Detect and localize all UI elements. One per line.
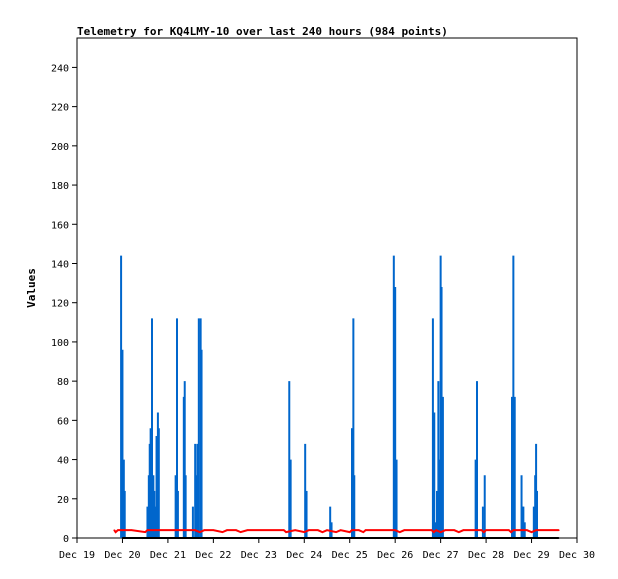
data-point	[246, 529, 249, 531]
data-point	[117, 529, 119, 531]
plot-area	[76, 37, 578, 539]
series-2	[121, 537, 560, 539]
data-point	[435, 529, 437, 531]
x-tick-label: Dec 28	[468, 550, 504, 561]
data-point	[308, 529, 310, 531]
data-point	[198, 531, 201, 533]
data-point	[535, 529, 537, 531]
y-axis-label: Values	[25, 268, 38, 308]
data-point	[235, 529, 237, 531]
data-point	[364, 529, 367, 531]
data-point	[130, 529, 133, 531]
series-layer	[113, 255, 560, 539]
data-point	[339, 529, 342, 531]
data-point	[121, 537, 124, 539]
data-point	[326, 529, 328, 531]
data-point	[558, 529, 560, 531]
data-point	[285, 531, 287, 533]
data-point	[439, 531, 442, 533]
data-point	[510, 531, 512, 533]
data-point	[239, 531, 242, 533]
y-axis: 0 20 40 60 80 100 120 140 160 180 200 220 240	[51, 63, 77, 545]
data-point	[194, 529, 196, 531]
y-tick-label: 100	[51, 338, 69, 349]
data-point	[317, 529, 319, 531]
data-point	[398, 531, 401, 533]
data-point	[321, 531, 324, 533]
data-point	[144, 531, 146, 533]
data-point	[483, 531, 485, 533]
data-point	[508, 529, 510, 531]
data-point	[348, 531, 351, 533]
data-point	[303, 531, 306, 533]
x-axis: Dec 19 Dec 20 Dec 21 Dec 22 Dec 23 Dec 24 Dec …	[59, 538, 595, 561]
x-tick-label: Dec 26	[377, 550, 413, 561]
x-tick-label: Dec 24	[286, 550, 322, 561]
x-tick-label: Dec 22	[195, 550, 231, 561]
data-point	[283, 529, 285, 531]
y-tick-label: 0	[63, 534, 69, 545]
data-point	[294, 529, 296, 531]
x-tick-label: Dec 27	[423, 550, 459, 561]
data-point	[114, 531, 117, 533]
y-tick-label: 60	[57, 416, 69, 427]
data-point	[394, 529, 396, 531]
data-point	[558, 537, 560, 539]
data-point	[530, 531, 533, 533]
y-tick-label: 80	[57, 377, 69, 388]
data-point	[203, 529, 206, 531]
data-point	[146, 529, 149, 531]
y-tick-label: 240	[51, 63, 69, 74]
data-point	[430, 529, 433, 531]
y-tick-label: 180	[51, 181, 69, 192]
data-point	[433, 531, 435, 533]
y-tick-label: 20	[57, 495, 69, 506]
series-0	[120, 255, 538, 538]
data-point	[358, 529, 360, 531]
data-point	[512, 529, 515, 531]
y-tick-label: 40	[57, 456, 69, 467]
x-tick-label: Dec 29	[513, 550, 549, 561]
x-tick-label: Dec 23	[241, 550, 277, 561]
y-tick-label: 120	[51, 299, 69, 310]
data-point	[458, 531, 460, 533]
data-point	[485, 529, 487, 531]
y-tick-label: 200	[51, 142, 69, 153]
data-point	[480, 529, 483, 531]
data-point	[226, 529, 228, 531]
y-tick-label: 140	[51, 259, 69, 270]
data-point	[526, 529, 528, 531]
data-point	[335, 531, 337, 533]
data-point	[403, 529, 406, 531]
data-point	[462, 529, 465, 531]
data-point	[444, 529, 446, 531]
data-point	[113, 529, 116, 531]
x-tick-label: Dec 20	[104, 550, 140, 561]
data-point	[362, 531, 365, 533]
chart-title: Telemetry for KQ4LMY-10 over last 240 ho…	[77, 25, 448, 38]
x-tick-label: Dec 19	[59, 550, 95, 561]
y-tick-label: 220	[51, 103, 69, 114]
data-point	[553, 529, 556, 531]
data-point	[351, 529, 353, 531]
y-tick-label: 160	[51, 220, 69, 231]
x-tick-label: Dec 30	[559, 550, 595, 561]
x-tick-label: Dec 25	[332, 550, 368, 561]
series-line	[113, 528, 559, 534]
x-tick-label: Dec 21	[150, 550, 186, 561]
data-point	[212, 529, 215, 531]
data-point	[453, 529, 456, 531]
series-1	[113, 528, 560, 534]
data-point	[221, 531, 224, 533]
